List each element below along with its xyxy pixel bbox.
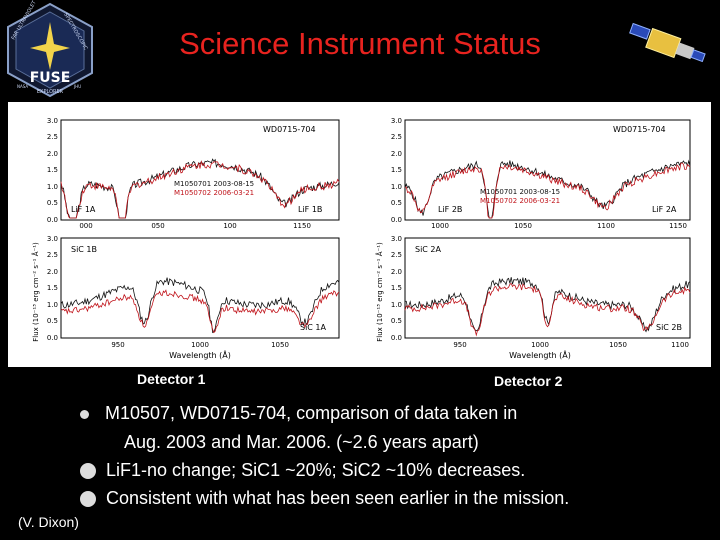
xtick: 1050 [514, 222, 532, 230]
xtick: 1050 [609, 341, 627, 349]
legend-2006: M1050702 2006-03-21 [480, 197, 560, 205]
detector-1-plot: WD0715-704 M1050701 2003-08-15 M1050702 … [8, 102, 355, 367]
detector-1-label: Detector 1 [137, 371, 206, 387]
logo-bottom: EXPLORER [37, 89, 64, 95]
tag-sic1a: SiC 1A [300, 323, 327, 332]
bullet-3: Consistent with what has been seen earli… [80, 488, 569, 509]
tag-sic2b: SiC 2B [656, 323, 682, 332]
xtick: 050 [151, 222, 164, 230]
tag-lif1b: LiF 1B [298, 205, 322, 214]
tag-lif2a: LiF 2A [652, 205, 677, 214]
ytick: 0.5 [47, 317, 58, 325]
ytick: 0.5 [391, 317, 402, 325]
ytick: 1.5 [391, 284, 402, 292]
legend-2003: M1050701 2003-08-15 [174, 180, 254, 188]
tag-lif2b: LiF 2B [438, 205, 462, 214]
xtick: 1100 [671, 341, 689, 349]
ytick: 3.0 [47, 235, 58, 243]
logo-left-small: NASA [17, 84, 28, 89]
xtick: 1000 [191, 341, 209, 349]
bullet-2: LiF1-no change; SiC1 ~20%; SiC2 ~10% dec… [80, 460, 525, 481]
ytick: 2.5 [391, 251, 402, 259]
bullet-dot-icon [80, 463, 96, 480]
bullet-1: M10507, WD0715-704, comparison of data t… [80, 403, 517, 424]
ytick: 0.0 [391, 216, 402, 224]
ytick: 0.0 [47, 216, 58, 224]
target-label: WD0715-704 [263, 125, 316, 134]
xtick: 100 [223, 222, 236, 230]
legend-2006: M1050702 2006-03-21 [174, 189, 254, 197]
xtick: 1050 [271, 341, 289, 349]
xtick: 950 [111, 341, 124, 349]
ytick: 3.0 [391, 235, 402, 243]
ytick: 2.0 [47, 150, 58, 158]
spectrum-2003-line [60, 277, 340, 334]
ytick: 0.5 [47, 199, 58, 207]
tag-lif1a: LiF 1A [71, 205, 96, 214]
ytick: 1.0 [47, 301, 58, 309]
ytick: 1.5 [47, 284, 58, 292]
slide-title: Science Instrument Status [179, 26, 541, 61]
detector-2-plot: WD0715-704 M1050701 2003-08-15 M1050702 … [360, 102, 711, 367]
spectrum-2006-line [404, 283, 691, 337]
logo-right-small: JHU [73, 84, 81, 89]
spectrum-2003-line [404, 159, 691, 219]
legend-2003: M1050701 2003-08-15 [480, 188, 560, 196]
bullet-dot-icon [80, 409, 89, 419]
spectrum-2006-line [60, 160, 340, 219]
xtick: 950 [453, 341, 466, 349]
ytick: 2.0 [47, 268, 58, 276]
spectrum-2006-line [60, 289, 340, 334]
target-label: WD0715-704 [613, 125, 666, 134]
ytick: 3.0 [47, 117, 58, 125]
logo-name: FUSE [30, 70, 71, 86]
spectrum-2003-line [404, 277, 691, 333]
bullet-3-text: Consistent with what has been seen earli… [106, 488, 570, 508]
fuse-logo: FUSE FAR ULTRAVIOLET SPECTROSCOPIC EXPLO… [0, 0, 100, 100]
ytick: 2.0 [391, 150, 402, 158]
detector-1-bottom-curves [60, 277, 340, 334]
x-axis-label: Wavelength (Å) [509, 349, 571, 360]
ytick: 1.5 [391, 166, 402, 174]
spectrum-2003-line [60, 158, 340, 219]
bullet-dot-icon [80, 491, 96, 508]
ytick: 0.0 [47, 334, 58, 342]
bullet-1-line1: M10507, WD0715-704, comparison of data t… [105, 403, 518, 423]
tag-sic2a: SiC 2A [415, 245, 442, 254]
ytick: 2.0 [391, 268, 402, 276]
x-axis-label: Wavelength (Å) [169, 349, 231, 360]
xtick: 1150 [293, 222, 311, 230]
y-axis-label: Flux (10⁻¹³ erg cm⁻² s⁻¹ Å⁻¹) [375, 242, 384, 342]
xtick: 1150 [669, 222, 687, 230]
ytick: 3.0 [391, 117, 402, 125]
bullet-1-continued: Aug. 2003 and Mar. 2006. (~2.6 years apa… [124, 432, 479, 452]
ytick: 1.0 [391, 301, 402, 309]
ytick: 2.5 [47, 251, 58, 259]
ytick: 0.0 [391, 334, 402, 342]
xtick: 1000 [431, 222, 449, 230]
ytick: 1.5 [47, 166, 58, 174]
detector-2-top-curves [404, 159, 691, 219]
bullet-2-text: LiF1-no change; SiC1 ~20%; SiC2 ~10% dec… [106, 460, 526, 480]
detector-1-top-curves [60, 158, 340, 219]
xtick: 1100 [597, 222, 615, 230]
xtick: 000 [79, 222, 92, 230]
ytick: 2.5 [391, 133, 402, 141]
y-axis-label: Flux (10⁻¹³ erg cm⁻² s⁻¹ Å⁻¹) [31, 242, 40, 342]
ytick: 0.5 [391, 199, 402, 207]
tag-sic1b: SiC 1B [71, 245, 97, 254]
ytick: 1.0 [391, 183, 402, 191]
spectrum-2006-line [404, 162, 691, 219]
ytick: 1.0 [47, 183, 58, 191]
satellite-icon [620, 20, 710, 80]
credit: (V. Dixon) [18, 514, 79, 530]
ytick: 2.5 [47, 133, 58, 141]
xtick: 1000 [531, 341, 549, 349]
detector-2-label: Detector 2 [494, 373, 563, 389]
detector-2-bottom-curves [404, 277, 691, 337]
